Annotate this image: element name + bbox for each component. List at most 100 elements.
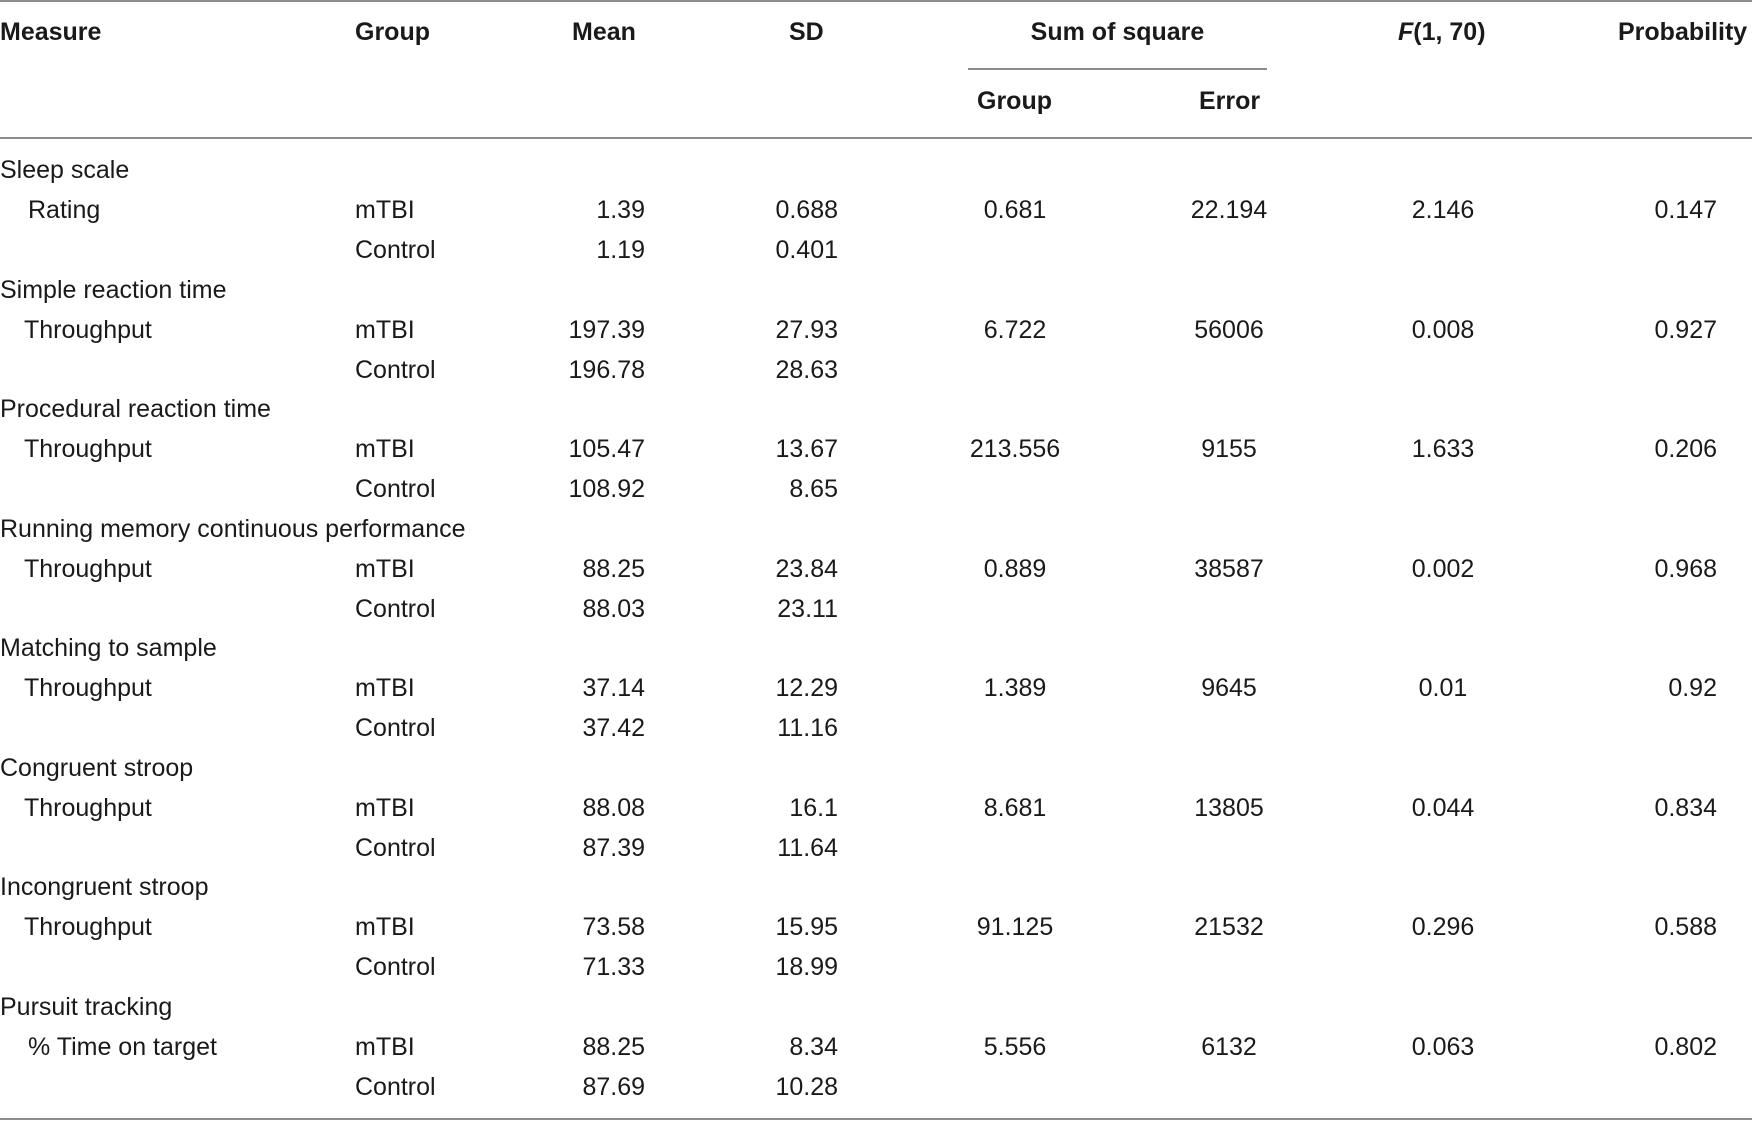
cell-sd: 15.95 bbox=[775, 913, 838, 941]
cell-group: Control bbox=[355, 236, 436, 264]
section-title: Pursuit tracking bbox=[0, 993, 173, 1021]
cell-sd: 11.16 bbox=[777, 714, 838, 742]
cell-group: Control bbox=[355, 475, 436, 503]
cell-p: 0.588 bbox=[1654, 913, 1717, 941]
cell-mean: 196.78 bbox=[568, 356, 645, 384]
cell-sd: 18.99 bbox=[775, 953, 838, 981]
cell-mean: 197.39 bbox=[568, 316, 645, 344]
cell-p: 0.206 bbox=[1654, 435, 1717, 463]
cell-p: 0.927 bbox=[1654, 316, 1717, 344]
section-title: Matching to sample bbox=[0, 634, 217, 662]
cell-f: 1.633 bbox=[1411, 435, 1475, 463]
cell-sd: 8.34 bbox=[789, 1033, 838, 1061]
cell-sd: 16.1 bbox=[789, 794, 838, 822]
cell-f: 0.296 bbox=[1411, 913, 1475, 941]
header-sum-of-square: Sum of square bbox=[1030, 18, 1205, 46]
cell-sd: 12.29 bbox=[775, 674, 838, 702]
cell-ss-group: 213.556 bbox=[969, 435, 1061, 463]
cell-p: 0.802 bbox=[1654, 1033, 1717, 1061]
cell-mean: 88.08 bbox=[582, 794, 645, 822]
header-mean: Mean bbox=[572, 18, 636, 46]
cell-ss-group: 5.556 bbox=[983, 1033, 1047, 1061]
cell-sd: 0.688 bbox=[775, 196, 838, 224]
cell-group: Control bbox=[355, 953, 436, 981]
sum-of-square-subrule bbox=[968, 68, 1267, 70]
section-metric: % Time on target bbox=[28, 1033, 217, 1061]
cell-ss-error: 21532 bbox=[1194, 913, 1264, 941]
section-metric: Throughput bbox=[24, 316, 152, 344]
section-metric: Throughput bbox=[24, 913, 152, 941]
cell-f: 0.002 bbox=[1411, 555, 1475, 583]
cell-mean: 88.03 bbox=[582, 595, 645, 623]
cell-mean: 1.19 bbox=[596, 236, 645, 264]
cell-mean: 37.14 bbox=[582, 674, 645, 702]
section-title: Procedural reaction time bbox=[0, 395, 271, 423]
cell-p: 0.834 bbox=[1654, 794, 1717, 822]
section-metric: Throughput bbox=[24, 794, 152, 822]
cell-ss-group: 6.722 bbox=[983, 316, 1047, 344]
cell-mean: 105.47 bbox=[568, 435, 645, 463]
cell-f: 0.008 bbox=[1411, 316, 1475, 344]
cell-sd: 11.64 bbox=[777, 834, 838, 862]
section-title: Running memory continuous performance bbox=[0, 515, 466, 543]
header-measure: Measure bbox=[0, 18, 102, 46]
top-rule bbox=[0, 0, 1752, 2]
cell-group: Control bbox=[355, 834, 436, 862]
cell-mean: 87.39 bbox=[582, 834, 645, 862]
cell-group: mTBI bbox=[355, 1033, 415, 1061]
header-f-df: (1, 70) bbox=[1413, 18, 1486, 46]
cell-f: 0.044 bbox=[1411, 794, 1475, 822]
section-title: Simple reaction time bbox=[0, 276, 227, 304]
header-group: Group bbox=[355, 18, 430, 46]
header-f: F(1, 70) bbox=[1398, 17, 1486, 47]
cell-group: mTBI bbox=[355, 794, 415, 822]
cell-mean: 1.39 bbox=[596, 196, 645, 224]
cell-ss-error: 56006 bbox=[1194, 316, 1264, 344]
header-sd: SD bbox=[789, 18, 824, 46]
cell-sd: 28.63 bbox=[775, 356, 838, 384]
cell-mean: 37.42 bbox=[582, 714, 645, 742]
cell-ss-group: 91.125 bbox=[976, 913, 1054, 941]
cell-group: mTBI bbox=[355, 913, 415, 941]
cell-ss-group: 0.889 bbox=[983, 555, 1047, 583]
cell-mean: 71.33 bbox=[582, 953, 645, 981]
header-rule bbox=[0, 137, 1752, 139]
header-ss-group: Group bbox=[977, 87, 1052, 115]
cell-ss-group: 8.681 bbox=[983, 794, 1047, 822]
cell-mean: 73.58 bbox=[582, 913, 645, 941]
cell-group: mTBI bbox=[355, 196, 415, 224]
section-title: Sleep scale bbox=[0, 156, 130, 184]
cell-mean: 108.92 bbox=[568, 475, 645, 503]
cell-f: 2.146 bbox=[1411, 196, 1475, 224]
cell-group: mTBI bbox=[355, 435, 415, 463]
cell-sd: 23.11 bbox=[777, 595, 838, 623]
cell-sd: 10.28 bbox=[775, 1073, 838, 1101]
header-probability: Probability bbox=[1618, 18, 1748, 46]
section-metric: Rating bbox=[28, 196, 101, 224]
cell-group: mTBI bbox=[355, 674, 415, 702]
cell-sd: 0.401 bbox=[775, 236, 838, 264]
cell-sd: 13.67 bbox=[775, 435, 838, 463]
header-f-letter: F bbox=[1398, 18, 1414, 46]
cell-p: 0.92 bbox=[1668, 674, 1717, 702]
cell-group: Control bbox=[355, 714, 436, 742]
section-title: Incongruent stroop bbox=[0, 873, 209, 901]
cell-mean: 87.69 bbox=[582, 1073, 645, 1101]
cell-group: Control bbox=[355, 1073, 436, 1101]
bottom-rule bbox=[0, 1118, 1752, 1120]
section-metric: Throughput bbox=[24, 674, 152, 702]
section-metric: Throughput bbox=[24, 555, 152, 583]
cell-ss-group: 0.681 bbox=[983, 196, 1047, 224]
cell-ss-error: 13805 bbox=[1194, 794, 1264, 822]
cell-ss-error: 22.194 bbox=[1190, 196, 1268, 224]
cell-mean: 88.25 bbox=[582, 555, 645, 583]
header-ss-error: Error bbox=[1199, 87, 1261, 115]
cell-ss-error: 6132 bbox=[1201, 1033, 1257, 1061]
cell-f: 0.01 bbox=[1418, 674, 1468, 702]
cell-ss-group: 1.389 bbox=[983, 674, 1047, 702]
cell-mean: 88.25 bbox=[582, 1033, 645, 1061]
cell-group: mTBI bbox=[355, 555, 415, 583]
cell-p: 0.147 bbox=[1654, 196, 1717, 224]
cell-f: 0.063 bbox=[1411, 1033, 1475, 1061]
